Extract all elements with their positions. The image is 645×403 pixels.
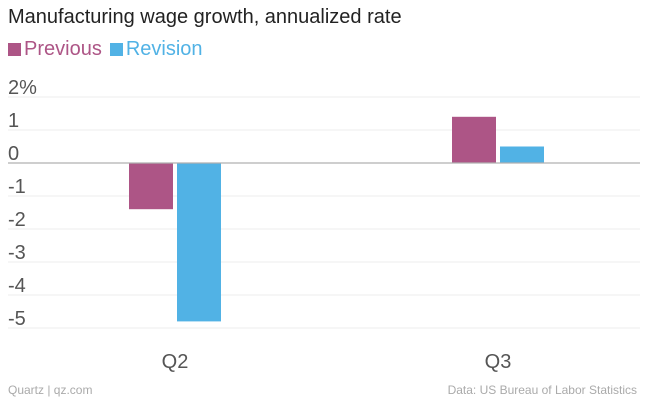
y-tick-label: -3 xyxy=(8,242,26,264)
bar-revision-q2 xyxy=(177,163,221,322)
y-tick-label: -1 xyxy=(8,176,26,198)
y-tick-label: -4 xyxy=(8,275,26,297)
bar-previous-q2 xyxy=(129,163,173,210)
chart-legend: Previous Revision xyxy=(8,38,203,61)
bar-revision-q3 xyxy=(500,146,544,163)
bar-previous-q3 xyxy=(452,116,496,163)
legend-swatch-previous xyxy=(8,43,21,56)
footer-source-left: Quartz | qz.com xyxy=(8,383,93,397)
grid-lines xyxy=(8,96,640,329)
legend-item-previous: Previous xyxy=(8,38,102,61)
legend-label-previous: Previous xyxy=(24,38,102,60)
bars xyxy=(129,116,544,322)
legend-item-revision: Revision xyxy=(109,38,203,61)
y-tick-label: -2 xyxy=(8,209,26,231)
x-category-label: Q3 xyxy=(485,351,512,373)
footer-source-right: Data: US Bureau of Labor Statistics xyxy=(447,383,637,397)
y-tick-label: 1 xyxy=(8,110,19,132)
legend-label-revision: Revision xyxy=(125,38,203,60)
y-tick-label: 0 xyxy=(8,143,19,165)
chart-title: Manufacturing wage growth, annualized ra… xyxy=(8,6,402,28)
x-category-label: Q2 xyxy=(162,351,189,373)
y-axis-ticks: 2% 1 0 -1 -2 -3 -4 -5 xyxy=(8,77,37,330)
legend-swatch-revision xyxy=(109,43,123,56)
y-tick-label: 2% xyxy=(8,77,37,99)
x-axis-categories: Q2 Q3 xyxy=(162,351,512,373)
y-tick-label: -5 xyxy=(8,308,26,330)
